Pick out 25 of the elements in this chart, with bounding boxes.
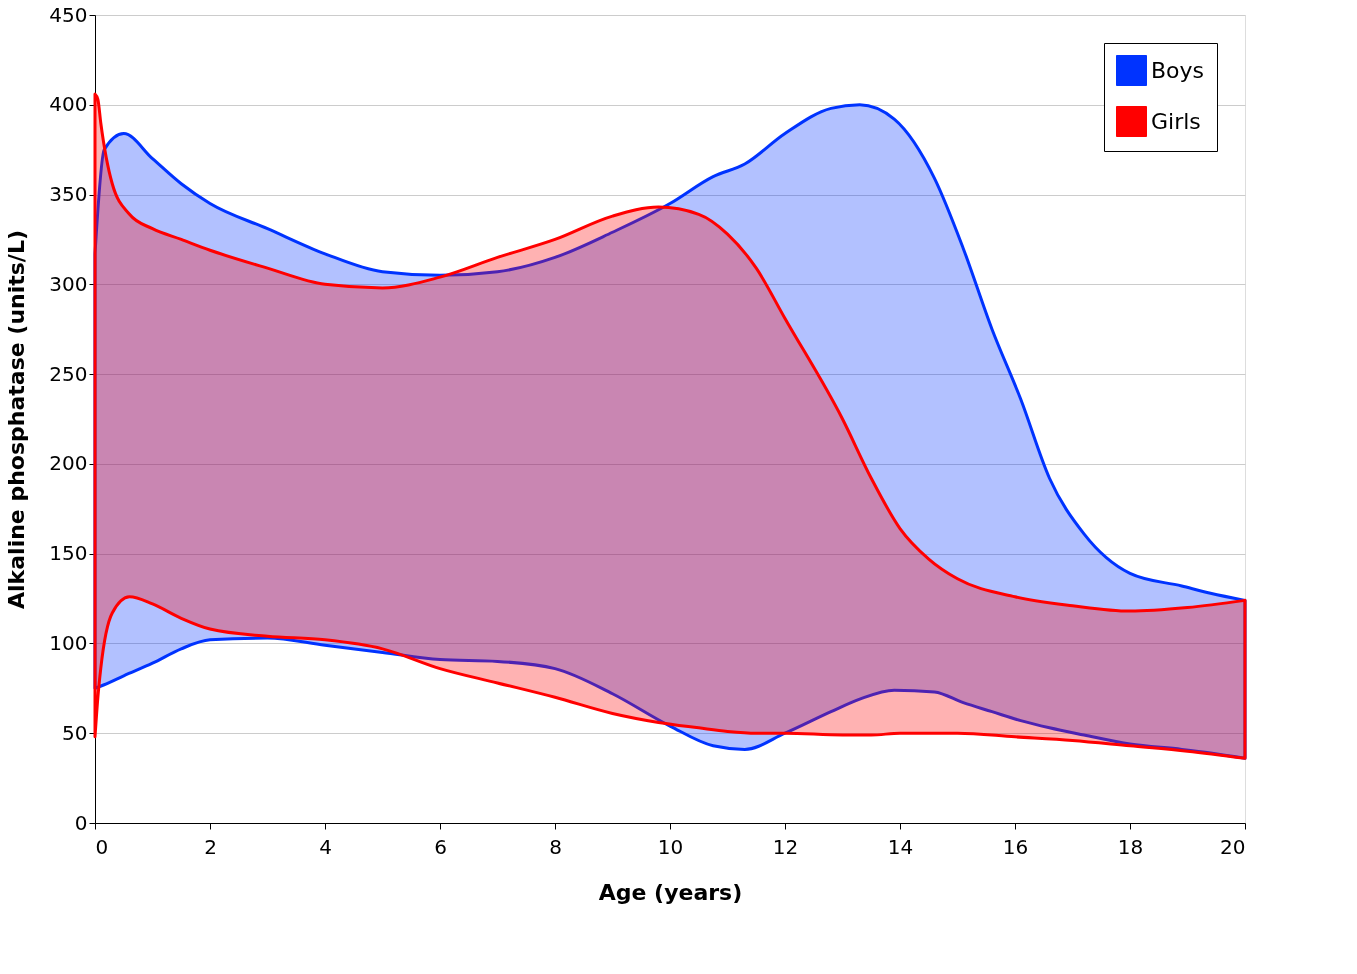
x-tick-label: 14: [887, 834, 914, 859]
y-tick-label: 300: [49, 271, 88, 296]
legend-label: Boys: [1151, 57, 1205, 83]
x-axis-title: Age (years): [598, 879, 743, 905]
x-tick-label: 12: [772, 834, 799, 859]
legend-label: Girls: [1151, 108, 1201, 134]
x-tick-label: 6: [434, 834, 447, 859]
y-tick-label: 50: [62, 720, 88, 745]
y-tick-label: 150: [49, 541, 88, 566]
y-axis-title: Alkaline phosphatase (units/L): [4, 230, 30, 609]
y-tick-label: 0: [74, 810, 88, 835]
y-tick-label: 350: [49, 182, 88, 207]
x-tick-label: 4: [319, 834, 332, 859]
x-tick-label: 0: [95, 834, 109, 859]
y-tick-label: 400: [49, 92, 88, 117]
x-tick-label: 18: [1117, 834, 1144, 859]
y-tick-label: 250: [49, 361, 88, 386]
x-tick-label: 16: [1002, 834, 1029, 859]
y-tick-label: 100: [49, 630, 88, 655]
x-tick-label: 20: [1220, 834, 1246, 859]
x-tick-label: 10: [657, 834, 684, 859]
y-tick-label: 200: [49, 451, 88, 476]
x-tick-label: 2: [204, 834, 217, 859]
y-tick-label: 450: [49, 2, 88, 27]
x-tick-label: 8: [549, 834, 562, 859]
